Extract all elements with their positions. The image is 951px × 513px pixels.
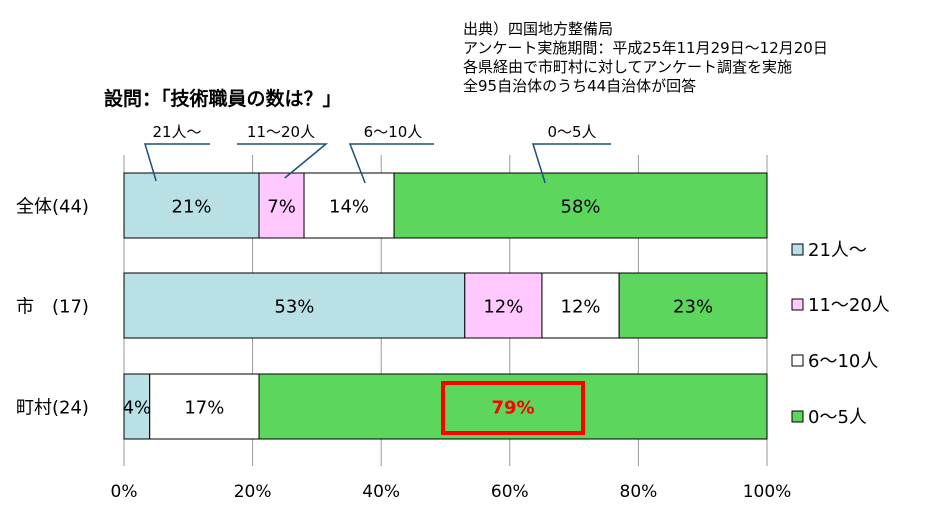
legend-label: 11～20人 [808, 295, 890, 316]
data-label: 79% [491, 398, 534, 419]
callout-leader [143, 143, 210, 182]
callout-label: 6～10人 [364, 123, 423, 141]
legend-swatch [791, 298, 804, 311]
x-tick-label: 40% [362, 482, 400, 502]
data-label: 7% [267, 197, 296, 218]
data-label: 4% [123, 398, 152, 419]
bar-segment [618, 272, 768, 339]
legend-label: 21人～ [808, 240, 867, 261]
callout-leader [531, 143, 611, 184]
bar-segment [123, 172, 260, 239]
x-tick-label: 80% [620, 482, 658, 502]
bar-segment [464, 272, 543, 339]
callout-leader [348, 143, 434, 184]
source-line: 全95自治体のうち44自治体が回答 [463, 77, 697, 95]
legend-label: 0～5人 [808, 407, 867, 428]
callout-label: 11～20人 [247, 123, 315, 141]
data-label: 58% [561, 197, 601, 218]
data-label: 14% [329, 197, 369, 218]
source-line: 各県経由で市町村に対してアンケート調査を実施 [463, 58, 792, 76]
bar-segment [123, 373, 151, 440]
source-note: 出典）四国地方整備局 アンケート実施期間：平成25年11月29日～12月20日 … [463, 20, 828, 96]
legend-swatch [791, 243, 804, 256]
x-tick-label: 20% [234, 482, 272, 502]
data-label: 12% [561, 297, 601, 318]
bar-segment [541, 272, 620, 339]
callout-label: 0～5人 [547, 123, 596, 141]
chart-title: 設問：「技術職員の数は？」 [104, 88, 342, 110]
category-label: 全体(44) [16, 197, 89, 218]
bar-segment [149, 373, 260, 440]
category-label: 町村(24) [16, 398, 89, 419]
legend-swatch [791, 410, 804, 423]
x-tick-label: 60% [491, 482, 529, 502]
legend-swatch [791, 354, 804, 367]
x-tick-label: 0% [111, 482, 138, 502]
category-label: 市 (17) [16, 297, 89, 318]
data-label: 23% [673, 297, 713, 318]
source-line: アンケート実施期間：平成25年11月29日～12月20日 [463, 39, 828, 57]
x-tick-label: 100% [743, 482, 792, 502]
bar-segment [393, 172, 768, 239]
bar-segment [303, 172, 395, 239]
data-label: 17% [184, 398, 224, 419]
data-label: 53% [274, 297, 314, 318]
callout-leader [237, 143, 329, 179]
bar-segment [123, 272, 466, 339]
highlight-box [441, 381, 586, 435]
data-label: 21% [172, 197, 212, 218]
callout-label: 21人～ [152, 123, 201, 141]
data-label: 12% [483, 297, 523, 318]
bar-segment [258, 172, 305, 239]
legend-label: 6～10人 [808, 351, 878, 372]
source-line: 出典）四国地方整備局 [463, 20, 614, 38]
